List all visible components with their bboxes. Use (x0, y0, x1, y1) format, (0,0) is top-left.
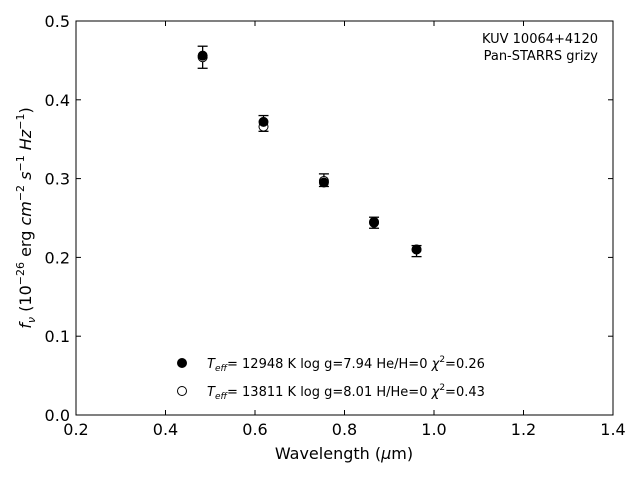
y-tick-label: 0.2 (45, 248, 70, 267)
model-markers (197, 50, 422, 255)
x-axis-label: Wavelength (μm) (275, 444, 413, 463)
x-tick-label: 1.2 (511, 420, 536, 439)
annotation-survey: Pan-STARRS grizy (484, 49, 599, 64)
legend: Teff= 12948 K log g=7.94 He/H=0 χ2=0.26 … (177, 355, 485, 402)
marker-filled (369, 217, 380, 228)
y-tick-label: 0.3 (45, 170, 70, 189)
marker-filled (411, 244, 422, 255)
observed-errorbars (197, 45, 422, 258)
x-tick-label: 1.4 (600, 420, 625, 439)
annotation-object: KUV 10064+4120 (482, 32, 598, 47)
axis-tick-labels: 0.2 0.4 0.6 0.8 1.0 1.2 1.4 0.0 0.1 0.2 0.3 0.4 0.5 (45, 12, 626, 439)
x-tick-label: 0.4 (153, 420, 178, 439)
marker-filled (318, 177, 329, 188)
y-axis-label: fν (10−26 erg cm−2 s−1 Hz−1) (14, 107, 38, 328)
marker-filled (197, 50, 208, 61)
x-tick-label: 1.0 (421, 420, 446, 439)
legend-entry-2: Teff= 13811 K log g=8.01 H/He=0 χ2=0.43 (207, 383, 485, 402)
legend-marker-filled (177, 358, 187, 368)
x-tick-label: 0.6 (242, 420, 267, 439)
y-tick-label: 0.5 (45, 12, 70, 31)
y-tick-label: 0.0 (45, 406, 70, 425)
x-tick-label: 0.8 (332, 420, 357, 439)
plot-frame (75, 20, 614, 416)
x-tick-label: 0.2 (63, 420, 88, 439)
legend-marker-open (177, 386, 187, 396)
y-tick-label: 0.4 (45, 91, 70, 110)
axis-ticks (75, 20, 614, 416)
legend-entry-1: Teff= 12948 K log g=7.94 He/H=0 χ2=0.26 (207, 355, 485, 374)
marker-filled (258, 116, 269, 127)
y-tick-label: 0.1 (45, 327, 70, 346)
